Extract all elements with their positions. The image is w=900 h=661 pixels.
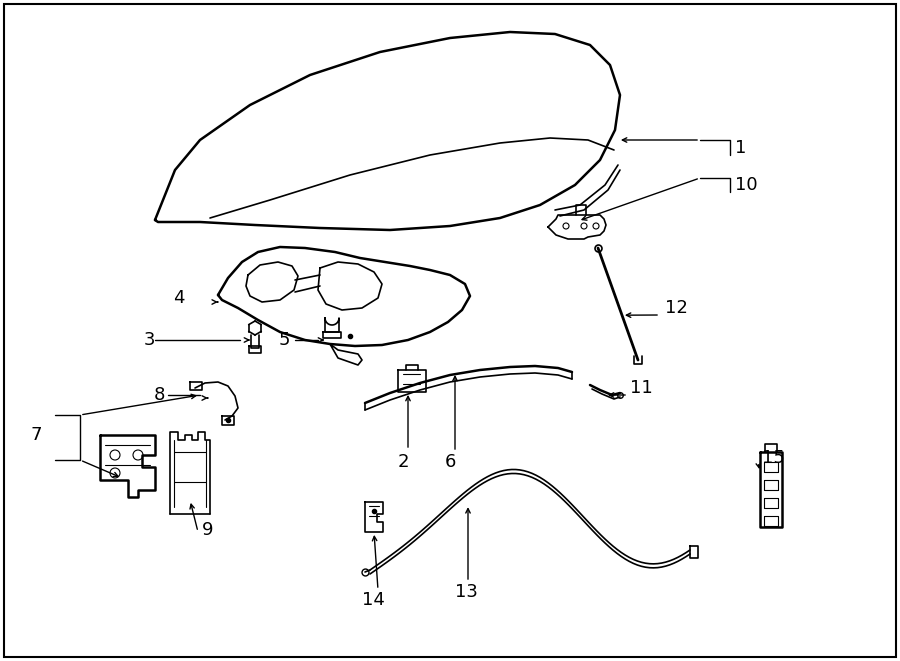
Text: 12: 12 (665, 299, 688, 317)
Text: 11: 11 (630, 379, 652, 397)
Text: 2: 2 (398, 453, 410, 471)
Text: 15: 15 (762, 449, 785, 467)
Text: 6: 6 (445, 453, 456, 471)
Text: 9: 9 (202, 521, 213, 539)
Text: 1: 1 (735, 139, 746, 157)
Text: 5: 5 (278, 331, 290, 349)
Text: 13: 13 (455, 583, 478, 601)
Text: 8: 8 (154, 386, 165, 404)
Text: 14: 14 (362, 591, 385, 609)
Text: 3: 3 (143, 331, 155, 349)
Text: 10: 10 (735, 176, 758, 194)
Text: 7: 7 (31, 426, 42, 444)
Text: 4: 4 (174, 289, 185, 307)
